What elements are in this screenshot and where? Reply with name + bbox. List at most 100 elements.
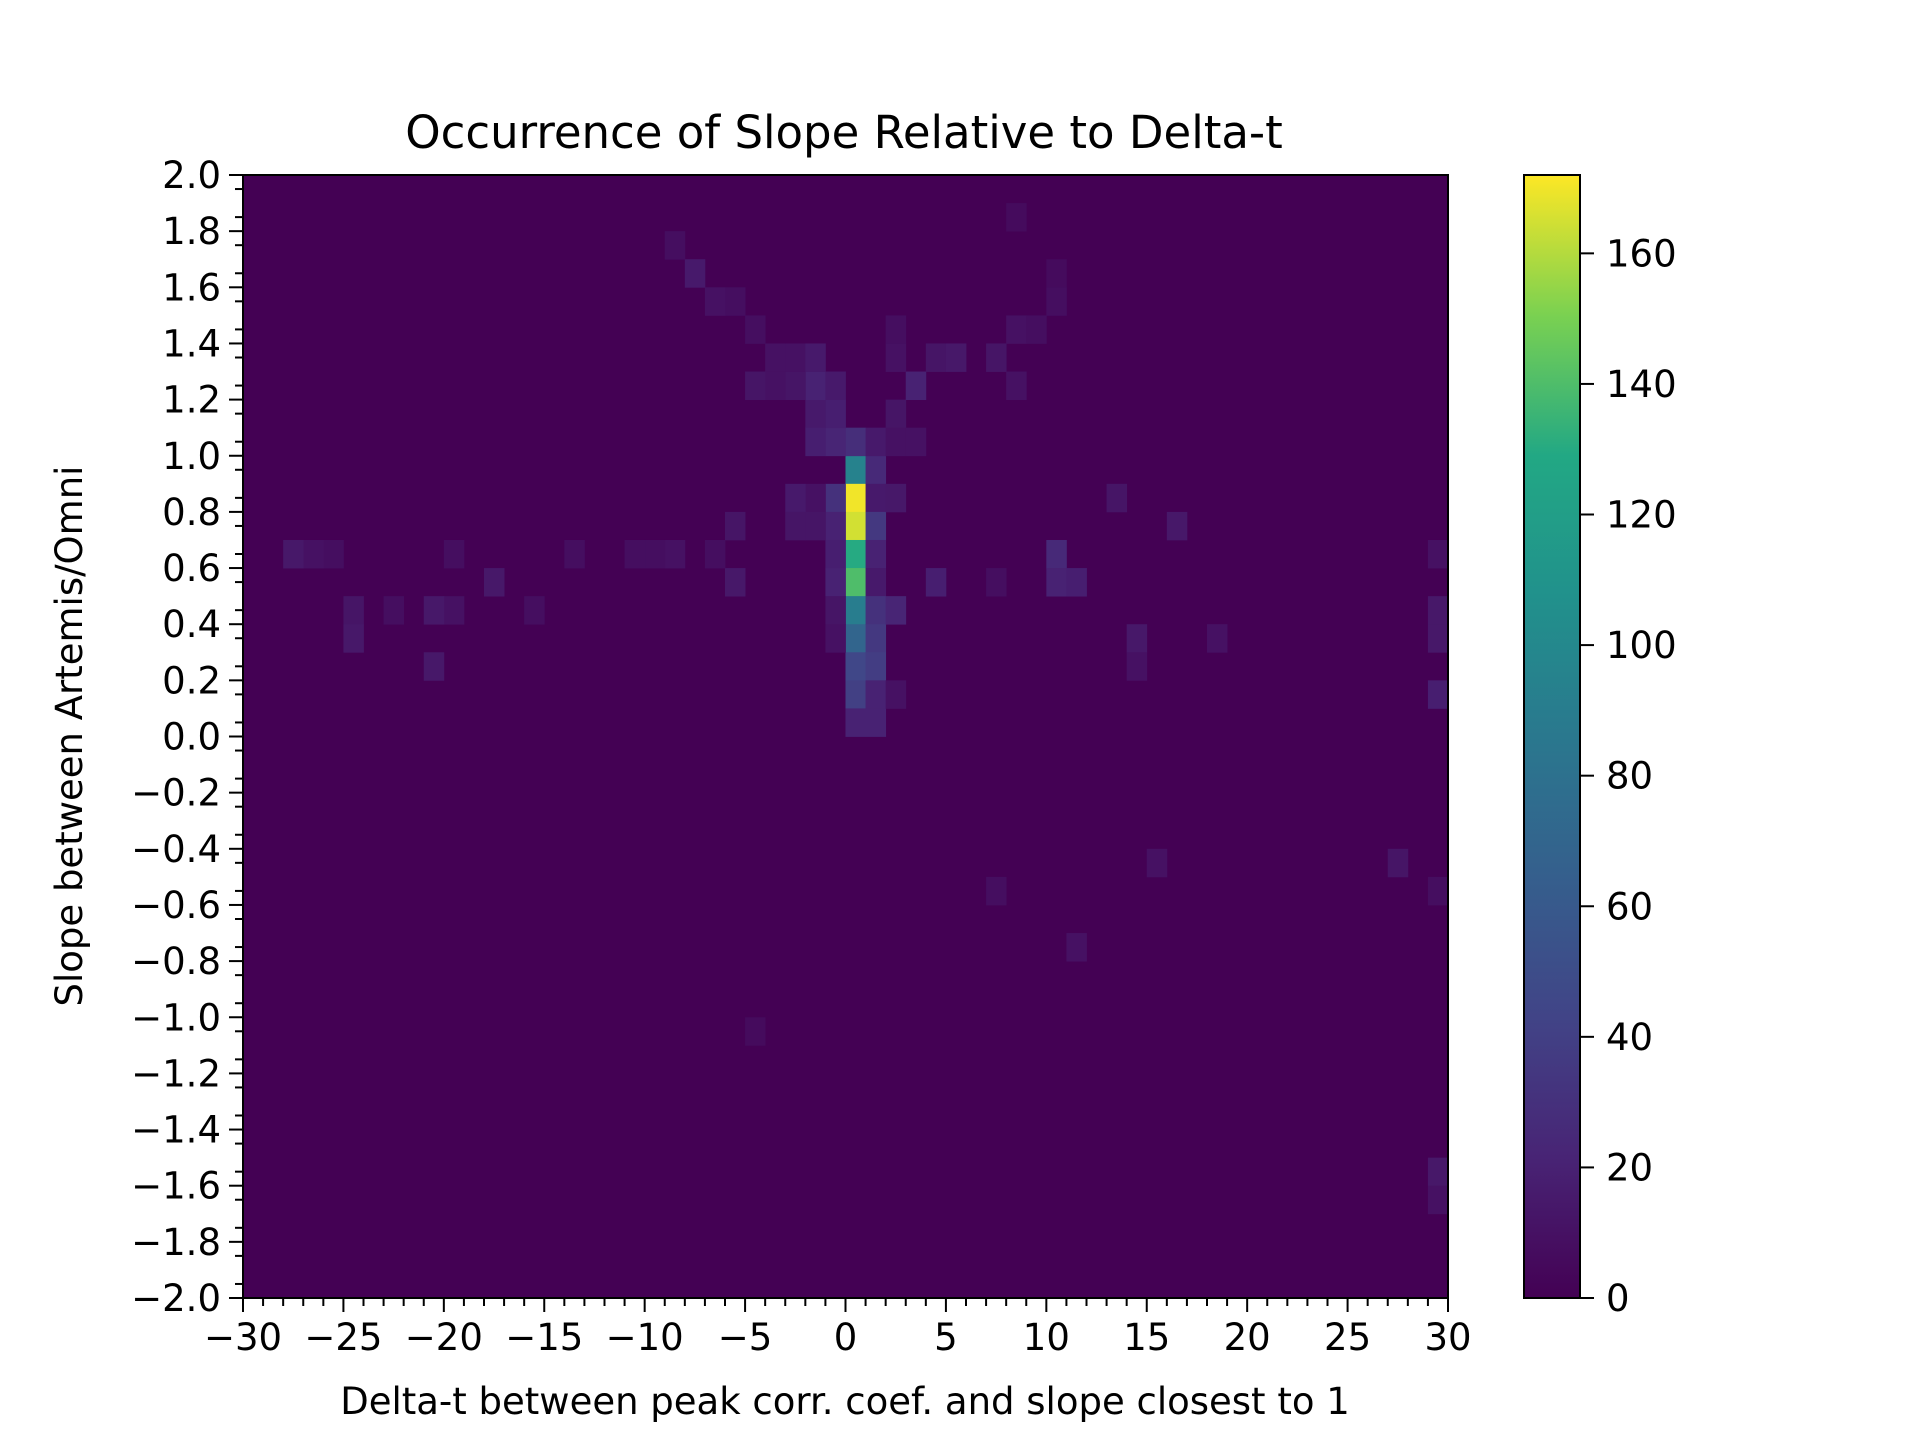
heatmap-cell [484,568,505,597]
heatmap-cell [825,568,846,597]
y-tick-label: −1.0 [131,996,221,1039]
colorbar-tick-label: 80 [1606,755,1653,798]
heatmap-cell [865,483,887,513]
chart-title: Occurrence of Slope Relative to Delta-t [405,106,1283,159]
heatmap-cell [1006,315,1027,344]
heatmap-cell [825,511,846,541]
heatmap-cell [986,876,1007,906]
colorbar-tick-label: 0 [1606,1277,1630,1320]
colorbar: 0 20 40 60 80 100 120 140 160 [1523,174,1677,1320]
heatmap-cell [303,539,324,569]
x-axis: −30 −25 −20 −15 −10 −5 0 5 10 15 20 25 30 [204,1298,1472,1359]
heatmap-cell [945,343,967,372]
x-tick-label: −30 [204,1316,282,1359]
heatmap-cell [845,511,866,541]
heatmap-cell [765,371,786,400]
x-tick-label: 0 [834,1316,858,1359]
heatmap-cell [785,483,806,513]
y-tick-label: 1.8 [162,210,221,253]
heatmap-cell [865,596,887,625]
heatmap-cell [905,427,927,457]
y-tick-label: 1.4 [162,322,221,365]
colorbar-tick-label: 120 [1606,494,1677,537]
heatmap-cell [986,568,1007,597]
x-tick-label: 20 [1224,1316,1271,1359]
heatmap-cell [1046,539,1067,569]
heatmap-cell [624,539,646,569]
heatmap-cell [925,568,947,597]
y-tick-label: −0.6 [131,884,221,927]
heatmap-cell [865,539,887,569]
heatmap-cell [865,511,887,541]
y-tick-label: −0.8 [131,940,221,983]
heatmap-cell [725,511,746,541]
y-tick-label: 0.6 [162,547,221,590]
heatmap-cell [725,568,746,597]
heatmap-cell [825,399,846,429]
colorbar-tick-label: 40 [1606,1016,1653,1059]
heatmap-cell [1126,624,1148,653]
heatmap-cell [885,680,907,709]
heatmap-cell [805,371,826,400]
heatmap-cell [845,455,866,485]
heatmap-cell [564,539,585,569]
colorbar-tick-label: 60 [1606,885,1653,928]
heatmap-cell [1026,315,1047,344]
heatmap-cell [1066,568,1087,597]
heatmap-cell [865,680,887,709]
heatmap-cell [885,315,907,344]
heatmap-cell [845,596,866,625]
heatmap-cell [343,596,364,625]
heatmap-cell [423,652,445,681]
y-tick-label: 1.6 [162,266,221,309]
heatmap-cell [865,624,887,653]
heatmap-cell [845,427,866,457]
y-axis: −2.0 −1.8 −1.6 −1.4 −1.2 −1.0 −0.8 −0.6 −0.4 −0.2… [131,154,243,1320]
heatmap-cell [925,343,947,372]
heatmap-cell [524,596,545,625]
heatmap-cell [1046,568,1067,597]
y-tick-label: −0.4 [131,828,221,871]
x-tick-label: −25 [304,1316,382,1359]
heatmap-cell [885,483,907,513]
heatmap-cell [1427,1157,1449,1187]
heatmap-cell [1126,652,1148,681]
heatmap-cell [805,427,826,457]
y-tick-label: 0.8 [162,491,221,534]
heatmap-cell [845,483,866,513]
heatmap-cell [725,287,746,316]
colorbar-tick-label: 100 [1606,624,1677,667]
heatmap-cell [1166,511,1188,541]
x-tick-label: −5 [718,1316,773,1359]
heatmap-cell [825,483,846,513]
y-tick-label: 0.4 [162,603,221,646]
heatmap-cell [845,624,866,653]
heatmap-cell [885,427,907,457]
heatmap-cell [1427,624,1449,653]
y-tick-label: 1.2 [162,379,221,422]
heatmap-cell [785,371,806,400]
heatmap-cell [825,427,846,457]
heatmap-cell [865,568,887,597]
y-tick-label: 0.2 [162,659,221,702]
heatmap-cell [825,371,846,400]
heatmap-cell [443,539,465,569]
x-tick-label: 25 [1324,1316,1371,1359]
y-tick-label: 1.0 [162,435,221,478]
heatmap-cell [745,315,766,344]
colorbar-tick-label: 140 [1606,363,1677,406]
y-tick-label: −0.2 [131,772,221,815]
x-tick-label: −20 [405,1316,483,1359]
x-axis-title: Delta-t between peak corr. coef. and slo… [340,1380,1350,1423]
heatmap-cell [1207,624,1228,653]
heatmap-cell [1427,1185,1449,1215]
heatmap-cell [1146,848,1168,878]
heatmap-cell [704,287,726,316]
heatmap-cell [825,624,846,653]
heatmap-cell [825,596,846,625]
heatmap-cell [885,343,907,372]
colorbar-gradient [1524,175,1580,1298]
x-tick-label: 15 [1123,1316,1170,1359]
